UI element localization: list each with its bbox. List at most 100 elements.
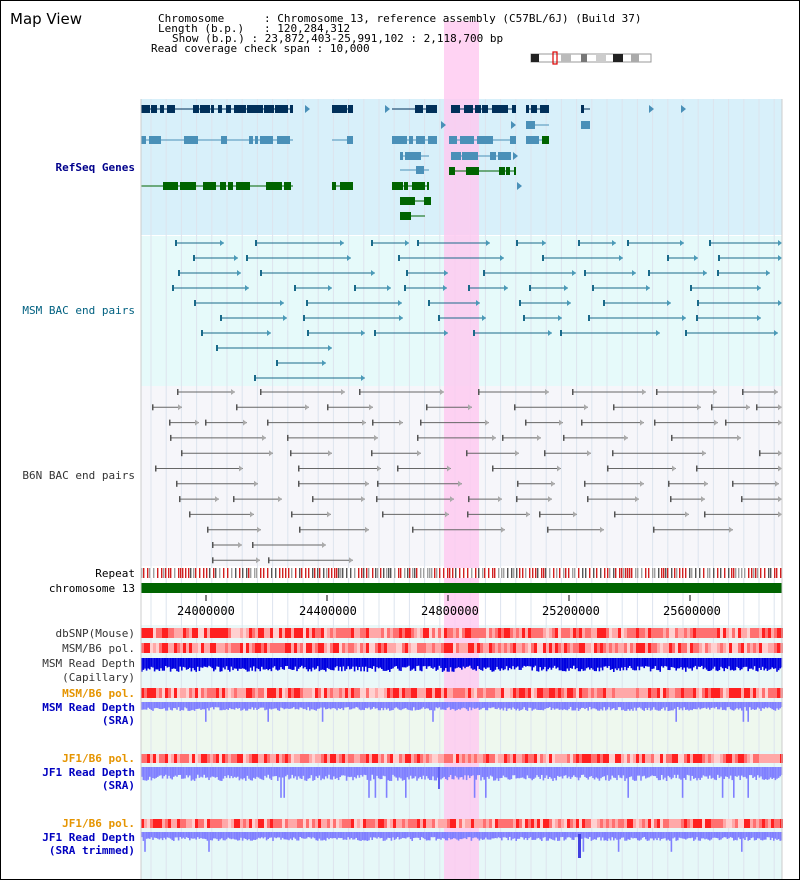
msm-capillary-depth-bar [293,658,295,670]
msm-capillary-depth-bar [392,658,394,669]
jf1-trimmed-depth-bar [670,832,673,852]
jf1-b6-pol-cell [372,754,375,763]
msm-b6-pol-cell [690,643,693,653]
track-label-msm-b6-pol[interactable]: MSM/B6 pol. [62,642,135,655]
msm-b6-pol-cell [297,643,300,653]
jf1-b6-pol-cell [450,819,453,828]
msm-sra-depth-bar [253,702,255,710]
msm-sra-depth-bar [765,702,767,708]
msm-b6-pol-sra-cell [237,688,240,698]
jf1-b6-pol-cell [675,819,678,828]
b6n-bac-end [741,496,743,503]
msm-sra-depth-bar [557,702,559,709]
jf1-b6-pol-cell [585,754,588,763]
track-label-jf1-b6-pol-2[interactable]: JF1/B6 pol. [62,817,135,830]
jf1-trimmed-depth-bar [427,832,429,841]
track-label-msm-b6-pol-sra[interactable]: MSM/B6 pol. [62,687,135,700]
jf1-sra-depth-bar [240,767,242,779]
jf1-sra-depth-bar [248,767,250,779]
jf1-trimmed-depth-bar [633,832,636,839]
msm-sra-depth-bar [160,702,162,710]
msm-b6-pol-sra-cell [405,688,408,698]
repeat-element [615,568,617,578]
msm-sra-depth-bar [776,702,778,709]
jf1-b6-pol-cell [663,819,666,828]
track-label-msm-depth-capillary[interactable]: MSM Read Depth [42,657,135,670]
jf1-sra-depth-bar [283,767,285,798]
msm-capillary-depth-bar [187,658,189,669]
repeat-element [295,568,297,578]
jf1-b6-pol-cell [513,819,516,828]
msm-bac-end [361,330,365,336]
msm-capillary-depth-bar [656,658,658,671]
jf1-sra-depth-bar [249,767,252,781]
jf1-sra-depth-bar [165,767,167,775]
jf1-sra-depth-bar [369,767,372,781]
msm-b6-pol-cell [747,643,750,653]
jf1-trimmed-depth-bar [589,832,591,838]
jf1-sra-depth-bar [432,767,434,777]
jf1-sra-depth-bar [437,767,439,778]
repeat-element [338,568,340,578]
jf1-trimmed-depth-bar [665,832,668,841]
track-label-jf1-depth-1[interactable]: JF1 Read Depth [42,766,135,779]
jf1-b6-pol-cell [192,819,195,828]
msm-sra-depth-bar [339,702,341,710]
msm-capillary-depth-bar [182,658,185,667]
msm-b6-pol-cell [477,643,480,653]
b6n-bac-end [670,496,672,503]
msm-b6-pol-cell [480,643,483,653]
track-label-chromosome[interactable]: chromosome 13 [48,582,135,595]
jf1-sra-depth-bar [229,767,231,779]
track-label-dbsnp[interactable]: dbSNP(Mouse) [55,627,135,640]
b6n-bac-end [440,389,444,395]
track-label-jf1-b6-pol-1[interactable]: JF1/B6 pol. [62,752,135,765]
track-label-msm-bac[interactable]: MSM BAC end pairs [22,304,135,317]
msm-b6-pol-sra-cell [441,688,444,698]
gene-exon [449,167,455,175]
msm-capillary-depth-bar [347,658,349,667]
msm-capillary-depth-bar [657,658,660,671]
track-label-msm-depth-sra[interactable]: MSM Read Depth [42,701,135,714]
jf1-b6-pol-cell [267,754,270,763]
msm-bac-end [482,315,486,321]
jf1-b6-pol-cell [675,754,678,763]
jf1-sra-depth-bar [189,767,191,776]
jf1-b6-pol-cell [501,819,504,828]
msm-b6-pol-cell [762,643,765,653]
msm-capillary-depth-bar [568,658,570,671]
repeat-element [423,568,425,578]
gene-exon [512,105,516,113]
track-label-repeat[interactable]: Repeat [95,567,135,580]
track-label-b6n-bac[interactable]: B6N BAC end pairs [22,469,135,482]
jf1-b6-pol-cell [624,754,627,763]
jf1-b6-pol-cell [606,754,609,763]
gene-exon [234,105,246,113]
repeat-element [366,568,368,578]
msm-b6-pol-cell [153,643,156,653]
jf1-sra-depth-bar [777,767,780,778]
jf1-trimmed-depth-bar [710,832,713,840]
jf1-sra-depth-bar [379,767,381,780]
track-label-refseq[interactable]: RefSeq Genes [55,161,135,174]
msm-b6-pol-sra-cell [243,688,246,698]
dbsnp-cell [153,628,156,638]
msm-capillary-depth-bar [593,658,596,672]
repeat-element [242,568,244,578]
jf1-b6-pol-cell [561,819,564,828]
msm-capillary-depth-bar [214,658,217,670]
msm-b6-pol-sra-cell [141,688,144,698]
msm-b6-pol-cell [285,643,288,653]
gene-exon [151,105,157,113]
track-label-jf1-depth-2[interactable]: JF1 Read Depth [42,831,135,844]
b6n-bac-end [376,496,378,503]
dbsnp-cell [390,628,393,638]
dbsnp-cell [453,628,456,638]
msm-capillary-depth-bar [342,658,345,667]
msm-b6-pol-sra-cell [429,688,432,698]
dbsnp-cell [705,628,708,638]
jf1-b6-pol-cell [348,819,351,828]
msm-b6-pol-cell [459,643,462,653]
jf1-b6-pol-cell [540,819,543,828]
msm-sra-depth-bar [723,702,725,710]
